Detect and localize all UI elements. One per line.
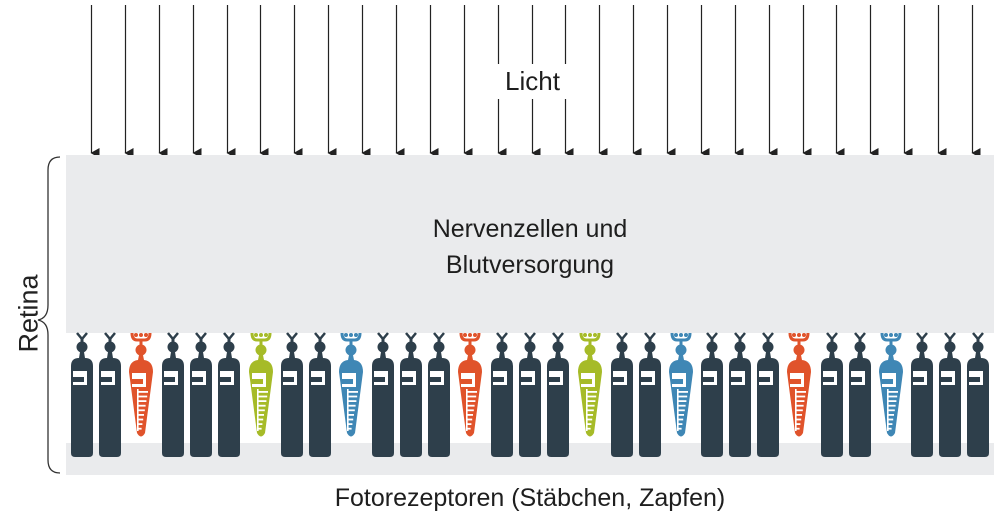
rod-cell [218,332,240,457]
cone-cell-blue [339,332,363,437]
rod-cell [849,332,871,457]
rod-cell [967,332,989,457]
cone-cell-blue [669,332,693,437]
rod-cell [99,332,121,457]
cone-cell-red [787,332,811,437]
cone-cell-green [578,332,602,437]
rod-cell [162,332,184,457]
rod-cell [729,332,751,457]
rod-cell [911,332,933,457]
nerve-label-line2: Blutversorgung [445,251,615,279]
rod-cell [611,332,633,457]
photoreceptor-row [71,332,989,457]
rod-cell [547,332,569,457]
rod-cell [519,332,541,457]
retina-brace-icon [37,156,61,474]
rod-cell [757,332,779,457]
rod-cell [639,332,661,457]
cone-cell-red [458,332,482,437]
nerve-label-line1: Nervenzellen und [432,215,628,243]
cone-cell-green [249,332,273,437]
rod-cell [428,332,450,457]
rod-cell [701,332,723,457]
rod-cell [71,332,93,457]
rod-cell [491,332,513,457]
rod-cell [821,332,843,457]
retina-label: Retina [13,274,44,353]
rod-cell [281,332,303,457]
nerve-layer [66,155,994,333]
rod-cell [400,332,422,457]
rod-cell [939,332,961,457]
cone-cell-blue [879,332,903,437]
nerve-layer-label: Nervenzellen und Blutversorgung [330,211,730,283]
rod-cell [190,332,212,457]
rod-cell [309,332,331,457]
rod-cell [372,332,394,457]
light-label: Licht [485,64,580,99]
photoreceptor-label: Fotorezeptoren (Stäbchen, Zapfen) [334,484,726,512]
cone-cell-red [129,332,153,437]
